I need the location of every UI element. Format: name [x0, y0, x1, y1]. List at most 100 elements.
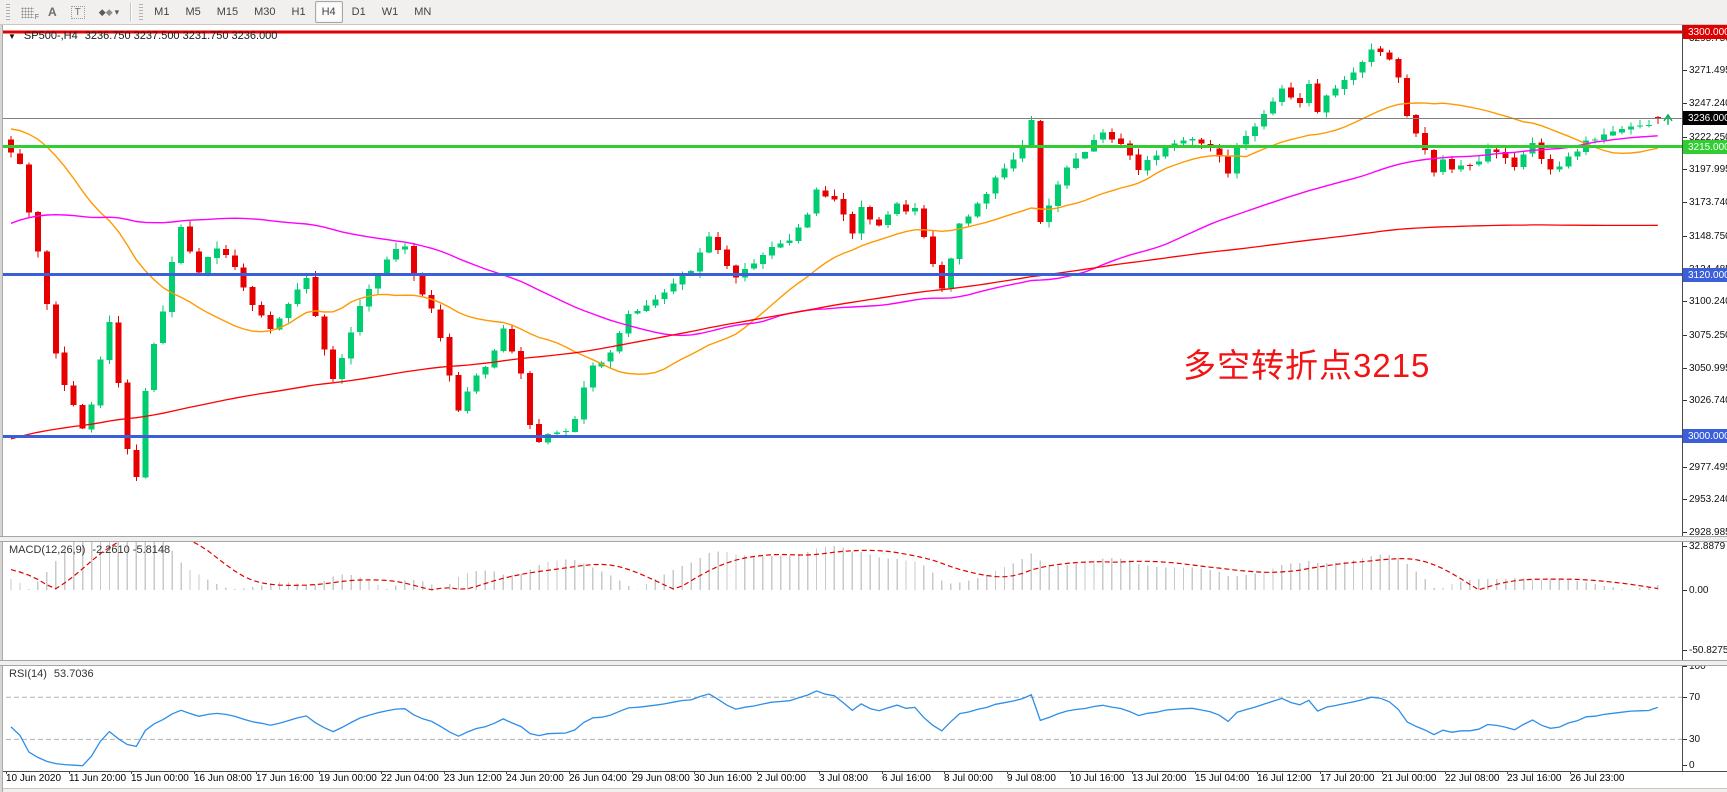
- price-axis-tick: 3222.250: [1683, 131, 1727, 143]
- time-axis-label: 15 Jun 00:00: [131, 773, 189, 784]
- price-axis-tick: 3247.240: [1683, 97, 1727, 109]
- time-axis-label: 11 Jun 20:00: [69, 773, 127, 784]
- time-axis-tick: [1507, 771, 1508, 774]
- time-axis-tick: [819, 771, 820, 774]
- timeframe-button-h1[interactable]: H1: [291, 6, 306, 18]
- grid-f-icon[interactable]: F: [14, 1, 41, 23]
- rsi-panel-canvas[interactable]: [2, 664, 1682, 771]
- time-axis-tick: [569, 771, 570, 774]
- timeframe-button-m1[interactable]: M1: [154, 6, 170, 18]
- macd-axis-tick: -50.8275: [1683, 644, 1727, 656]
- time-axis-label: 10 Jun 2020: [6, 773, 62, 784]
- time-axis-tick: [632, 771, 633, 774]
- timeframe-button-group: M1 M5 M15 M30 H1 H4 D1 W1 MN: [147, 1, 438, 23]
- label-t-icon-glyph: T: [70, 5, 85, 19]
- price-axis-tick: 3050.995: [1683, 362, 1727, 374]
- timeframe-button-h4[interactable]: H4: [314, 1, 343, 23]
- timeframe-button-d1[interactable]: D1: [351, 6, 366, 18]
- timeframe-button-m15[interactable]: M15: [216, 6, 239, 18]
- price-level-box: 3120.000: [1683, 268, 1727, 282]
- chart-annotation-text: 多空转折点3215: [1183, 347, 1431, 384]
- toolbar-grip[interactable]: [6, 4, 10, 20]
- time-axis-label: 13 Jul 20:00: [1132, 773, 1187, 784]
- time-axis-label: 29 Jun 08:00: [632, 773, 690, 784]
- toolbar-grip[interactable]: [139, 4, 144, 20]
- time-axis-tick: [1007, 771, 1008, 774]
- time-axis-label: 30 Jun 16:00: [694, 773, 752, 784]
- price-axis-tick: 3026.740: [1683, 394, 1727, 406]
- rsi-axis-tick: 100: [1683, 660, 1706, 672]
- time-axis-label: 2 Jul 00:00: [757, 773, 806, 784]
- time-axis-label: 8 Jul 00:00: [944, 773, 993, 784]
- price-chart-canvas[interactable]: [2, 25, 1682, 536]
- toolbar: F A T ◆ ◆ ▾ M1 M5 M15 M30 H1 H4 D1 W1 MN: [0, 0, 1727, 25]
- macd-values: -2.2610 -5.8148: [92, 544, 171, 556]
- time-axis-tick: [944, 771, 945, 774]
- time-axis-label: 26 Jun 04:00: [569, 773, 627, 784]
- time-scale[interactable]: 10 Jun 2020 11 Jun 20:00 15 Jun 00:00 16 Ju…: [2, 771, 1682, 788]
- time-axis-label: 17 Jun 16:00: [256, 773, 314, 784]
- time-axis-label: 26 Jul 23:00: [1570, 773, 1625, 784]
- time-axis-tick: [131, 771, 132, 774]
- price-axis-tick: 3197.995: [1683, 163, 1727, 175]
- macd-panel-canvas[interactable]: [2, 540, 1682, 660]
- rsi-axis-tick: 0: [1683, 759, 1695, 771]
- price-axis-tick: 3148.750: [1683, 230, 1727, 242]
- time-axis-tick: [757, 771, 758, 774]
- price-axis-tick: 3271.495: [1683, 64, 1727, 76]
- time-axis-tick: [1320, 771, 1321, 774]
- time-axis-tick: [694, 771, 695, 774]
- horizontal-levels-group[interactable]: [2, 30, 1682, 438]
- time-axis-tick: [381, 771, 382, 774]
- text-a-icon-glyph: A: [48, 5, 57, 19]
- macd-label: MACD(12,26,9) -2.2610 -5.8148: [9, 544, 170, 556]
- candles-group: [8, 43, 1661, 481]
- time-axis-label: 22 Jul 08:00: [1445, 773, 1500, 784]
- rsi-levels: [6, 696, 1682, 740]
- macd-signal-line: [10, 540, 1658, 591]
- timeframe-button-mn[interactable]: MN: [414, 6, 432, 18]
- timeframe-button-m5[interactable]: M5: [185, 6, 201, 18]
- time-axis-label: 17 Jul 20:00: [1320, 773, 1375, 784]
- rsi-label: RSI(14) 53.7036: [9, 668, 94, 680]
- time-axis-label: 24 Jun 20:00: [506, 773, 564, 784]
- time-axis-tick: [444, 771, 445, 774]
- price-level-box: 3236.000: [1683, 111, 1727, 125]
- chart-symbol: SP500-,H4: [23, 30, 78, 42]
- time-axis-tick: [1445, 771, 1446, 774]
- time-axis-label: 23 Jul 16:00: [1507, 773, 1562, 784]
- price-axis-tick: 2977.495: [1683, 461, 1727, 473]
- time-axis-tick: [1570, 771, 1571, 774]
- time-axis-label: 10 Jul 16:00: [1070, 773, 1125, 784]
- price-axis-tick: 3173.740: [1683, 196, 1727, 208]
- price-scale[interactable]: 3295.7503271.4953247.2403222.2503197.995…: [1682, 25, 1727, 772]
- time-axis-tick: [1382, 771, 1383, 774]
- timeframe-button-m30[interactable]: M30: [254, 6, 276, 18]
- time-axis-label: 3 Jul 08:00: [819, 773, 868, 784]
- rsi-axis-tick: 30: [1683, 733, 1700, 745]
- label-t-icon[interactable]: T: [64, 1, 92, 23]
- panel-splitter[interactable]: [0, 536, 1727, 542]
- time-axis-label: 15 Jul 04:00: [1195, 773, 1250, 784]
- up-arrow-marker: [1663, 113, 1673, 125]
- arrows-icon[interactable]: ◆ ◆ ▾: [92, 1, 126, 23]
- window-left-border: [0, 25, 3, 792]
- chart-dropdown-icon[interactable]: ▼: [8, 31, 16, 41]
- rsi-axis-tick: 70: [1683, 691, 1700, 703]
- time-axis-tick: [882, 771, 883, 774]
- time-axis-tick: [256, 771, 257, 774]
- panel-splitter[interactable]: [0, 660, 1727, 666]
- macd-name: MACD(12,26,9): [9, 544, 86, 556]
- chart-ohlc-values: 3236.750 3237.500 3231.750 3236.000: [84, 30, 278, 42]
- time-axis-label: 6 Jul 16:00: [882, 773, 931, 784]
- time-axis-tick: [1132, 771, 1133, 774]
- price-axis-tick: 3075.250: [1683, 329, 1727, 341]
- time-axis-tick: [1070, 771, 1071, 774]
- time-axis-line: [0, 771, 1727, 772]
- chevron-down-icon: ▾: [114, 6, 120, 17]
- timeframe-button-w1[interactable]: W1: [381, 6, 399, 18]
- text-a-icon[interactable]: A: [41, 1, 64, 23]
- ma-line-24: [10, 102, 1658, 375]
- price-axis-tick: 2953.240: [1683, 493, 1727, 505]
